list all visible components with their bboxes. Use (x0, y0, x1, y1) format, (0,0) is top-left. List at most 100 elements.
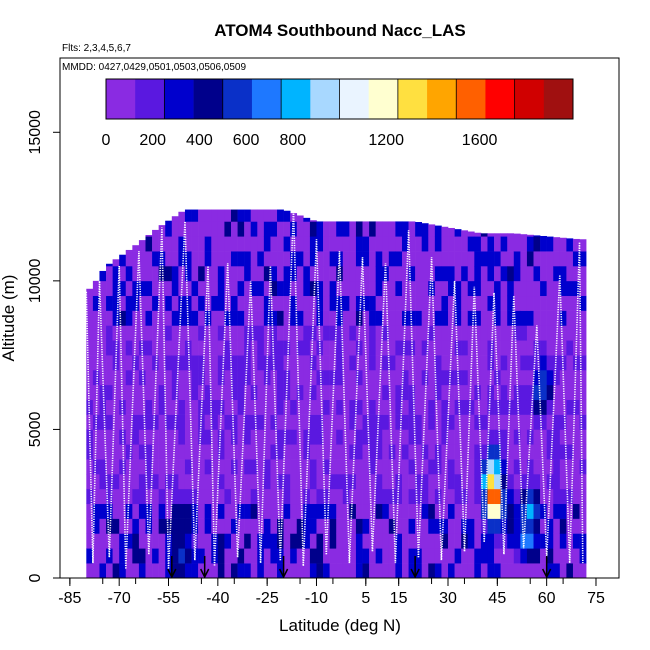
heatmap-cell (290, 266, 298, 282)
heatmap-cell (244, 548, 252, 564)
heatmap-cell (257, 325, 265, 341)
heatmap-cell (540, 429, 547, 445)
heatmap-cell (487, 444, 495, 460)
heatmap-cell (454, 414, 462, 430)
heatmap-cell (369, 563, 376, 578)
heatmap-cell (375, 370, 383, 386)
heatmap-cell (171, 221, 179, 237)
heatmap-cell (480, 444, 488, 460)
heatmap-cell (257, 295, 265, 311)
heatmap-cell (303, 503, 311, 519)
heatmap-cell (533, 399, 541, 415)
heatmap-cell (171, 548, 179, 564)
flight-track-8 (371, 230, 420, 564)
heatmap-cell (448, 503, 455, 519)
heatmap-cell (434, 340, 442, 356)
heatmap-cell (546, 414, 554, 430)
heatmap-cell (526, 384, 534, 401)
heatmap-cell (138, 533, 146, 549)
heatmap-cell (178, 563, 186, 578)
heatmap-cell (204, 503, 212, 519)
heatmap-cell (507, 548, 515, 564)
heatmap-cell (487, 414, 495, 430)
heatmap-cell (244, 518, 252, 534)
x-tick-label: -40 (206, 590, 229, 607)
heatmap-cell (540, 384, 547, 401)
heatmap-cell (448, 548, 455, 564)
heatmap-cell (566, 295, 574, 311)
heatmap-cell (395, 399, 403, 415)
heatmap-cell (125, 370, 133, 386)
heatmap-cell (336, 370, 344, 386)
heatmap-cell (145, 444, 153, 460)
heatmap-cell (171, 325, 179, 341)
heatmap-cell (323, 563, 330, 578)
heatmap-cell (342, 295, 350, 311)
heatmap-cell (487, 474, 495, 490)
heatmap-cell (507, 266, 515, 282)
heatmap-cell (178, 444, 186, 460)
heatmap-cell (461, 266, 469, 282)
heatmap-cell (86, 384, 94, 401)
heatmap-cell (553, 370, 561, 386)
heatmap-cell (500, 233, 508, 237)
heatmap-cell (454, 229, 462, 237)
heatmap-cell (421, 533, 429, 549)
heatmap-cell (579, 295, 587, 311)
colorbar-tick-label: 200 (139, 132, 166, 149)
heatmap-cell (553, 533, 561, 549)
heatmap-cell (158, 399, 166, 415)
flight-track-7 (325, 251, 374, 564)
heatmap-cell (178, 251, 186, 267)
heatmap-cell (204, 251, 212, 267)
heatmap-cell (277, 310, 284, 326)
heatmap-cell (500, 355, 508, 371)
x-axis: -85 -70 -55 -40 -25 -10 5 15 30 45 60 75 (58, 578, 605, 607)
heatmap-cell (395, 518, 403, 534)
heatmap-cell (382, 548, 390, 564)
heatmap-cell (566, 474, 574, 490)
heatmap-cell (382, 459, 390, 475)
heatmap-cell (500, 266, 508, 282)
heatmap-cell (316, 399, 324, 415)
heatmap-cell (401, 488, 409, 505)
heatmap-cell (92, 474, 100, 490)
heatmap-cell (290, 488, 298, 505)
heatmap-cell (375, 488, 383, 505)
heatmap-cell (513, 325, 521, 341)
heatmap-cell (316, 310, 324, 326)
heatmap-cell (316, 295, 324, 311)
heatmap-cell (454, 474, 462, 490)
heatmap-cell (237, 429, 245, 445)
heatmap-cell (303, 444, 311, 460)
heatmap-cell (125, 325, 133, 341)
heatmap-cell (467, 548, 475, 564)
heatmap-cell (526, 234, 534, 237)
heatmap-cell (421, 370, 429, 386)
heatmap-cell (579, 429, 587, 445)
heatmap-cell (204, 370, 212, 386)
heatmap-cell (461, 518, 469, 534)
heatmap-cell (263, 459, 271, 475)
heatmap-cell (283, 459, 291, 475)
heatmap-cell (323, 474, 330, 490)
heatmap-cell (500, 236, 508, 252)
heatmap-cell (533, 340, 541, 356)
heatmap-cell (244, 503, 252, 519)
heatmap-cell (178, 236, 186, 252)
heatmap-cell (395, 414, 403, 430)
heatmap-cell (230, 563, 238, 578)
heatmap-cell (323, 310, 330, 326)
heatmap-cell (198, 310, 205, 326)
heatmap-cell (316, 548, 324, 564)
heatmap-cell (92, 444, 100, 460)
heatmap-cell (467, 518, 475, 534)
heatmap-cell (290, 548, 298, 564)
heatmap-cell (119, 429, 127, 445)
heatmap-cell (138, 310, 146, 326)
heatmap-cell (375, 295, 383, 311)
colorbar-segment (456, 79, 486, 119)
heatmap-cell (178, 503, 186, 519)
heatmap-cell (342, 503, 350, 519)
